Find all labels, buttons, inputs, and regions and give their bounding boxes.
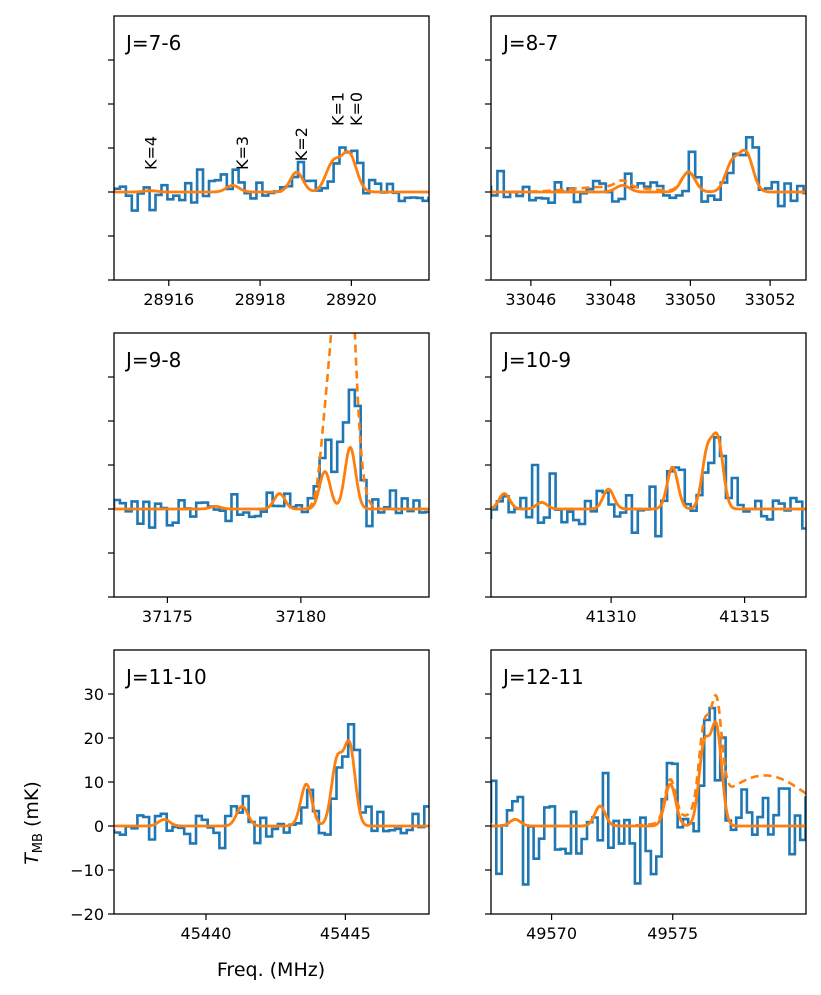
observed-spectrum bbox=[491, 136, 806, 208]
observed-spectrum bbox=[491, 436, 806, 538]
panel-title: J=7-6 bbox=[124, 31, 181, 55]
x-tick-label: 28920 bbox=[326, 290, 377, 309]
panel-3: 37175 37180 J=9-8 bbox=[108, 332, 430, 626]
axes-frame bbox=[113, 332, 430, 598]
plot-area bbox=[491, 136, 806, 208]
y-axis-title-main: T bbox=[21, 852, 43, 865]
y-axis-title: TMB (mK) bbox=[21, 781, 46, 865]
y-tick-label: 30 bbox=[84, 685, 104, 704]
axes-frame bbox=[490, 649, 807, 915]
y-tick-label: 20 bbox=[84, 729, 104, 748]
model-fit-solid bbox=[114, 445, 429, 511]
model-fit-solid bbox=[114, 739, 429, 828]
x-tick-label: 33052 bbox=[745, 290, 796, 309]
model-fit-solid bbox=[491, 720, 806, 828]
plot-area bbox=[491, 431, 806, 538]
x-tick-label: 45440 bbox=[181, 924, 232, 943]
panel-1: 28916 28918 28920 J=7-6 K=4 K=3 K=2 K=1 K=0 bbox=[108, 15, 430, 309]
model-fit-solid bbox=[114, 150, 429, 194]
x-tick-label: 33048 bbox=[585, 290, 636, 309]
observed-spectrum bbox=[114, 723, 429, 850]
model-fit-solid bbox=[491, 148, 806, 194]
x-tick-label: 41315 bbox=[719, 607, 770, 626]
x-tick-label: 49575 bbox=[647, 924, 698, 943]
x-tick-label: 37180 bbox=[275, 607, 326, 626]
line-annotation: K=2 bbox=[292, 127, 311, 161]
y-axis-title-unit: (mK) bbox=[21, 781, 43, 833]
x-tick-label: 41310 bbox=[586, 607, 637, 626]
panel-6: 49570 49575 J=12-11 bbox=[485, 649, 807, 943]
panel-title: J=9-8 bbox=[124, 348, 181, 372]
x-tick-label: 28918 bbox=[235, 290, 286, 309]
axes-frame bbox=[113, 15, 430, 281]
panel-5: 45440 45445 −20 −10 0 10 20 30 J=11-10 bbox=[70, 649, 430, 943]
panel-title: J=10-9 bbox=[501, 348, 571, 372]
x-tick-label: 28916 bbox=[143, 290, 194, 309]
x-tick-label: 37175 bbox=[142, 607, 193, 626]
plot-area bbox=[114, 333, 429, 529]
observed-spectrum bbox=[491, 706, 806, 886]
panel-title: J=12-11 bbox=[501, 665, 584, 689]
x-tick-label: 33046 bbox=[505, 290, 556, 309]
x-axis-title: Freq. (MHz) bbox=[217, 959, 325, 981]
panel-title: J=11-10 bbox=[124, 665, 207, 689]
plot-area bbox=[114, 723, 429, 850]
y-axis-title-sub: MB bbox=[31, 833, 46, 853]
panel-title: J=8-7 bbox=[501, 31, 558, 55]
line-annotation: K=4 bbox=[142, 136, 161, 170]
x-tick-label: 45445 bbox=[320, 924, 371, 943]
y-tick-label: −20 bbox=[70, 905, 104, 924]
plot-area bbox=[114, 146, 429, 212]
line-annotation: K=1 bbox=[329, 92, 348, 126]
x-tick-label: 33050 bbox=[665, 290, 716, 309]
y-tick-label: 0 bbox=[94, 817, 104, 836]
y-tick-label: −10 bbox=[70, 861, 104, 880]
axes-frame bbox=[113, 649, 430, 915]
y-tick-label: 10 bbox=[84, 773, 104, 792]
line-annotation: K=0 bbox=[347, 92, 366, 126]
line-annotation: K=3 bbox=[233, 136, 252, 170]
panels-group: 28916 28918 28920 J=7-6 K=4 K=3 K=2 K=1 K=0 33046… bbox=[70, 15, 807, 943]
plot-area bbox=[491, 693, 806, 886]
model-total-dashed bbox=[491, 693, 806, 828]
x-tick-label: 49570 bbox=[526, 924, 577, 943]
model-fit-solid bbox=[491, 431, 806, 511]
panel-2: 33046 33048 33050 33052 J=8-7 bbox=[485, 15, 807, 309]
panel-4: 41310 41315 J=10-9 bbox=[485, 332, 807, 626]
